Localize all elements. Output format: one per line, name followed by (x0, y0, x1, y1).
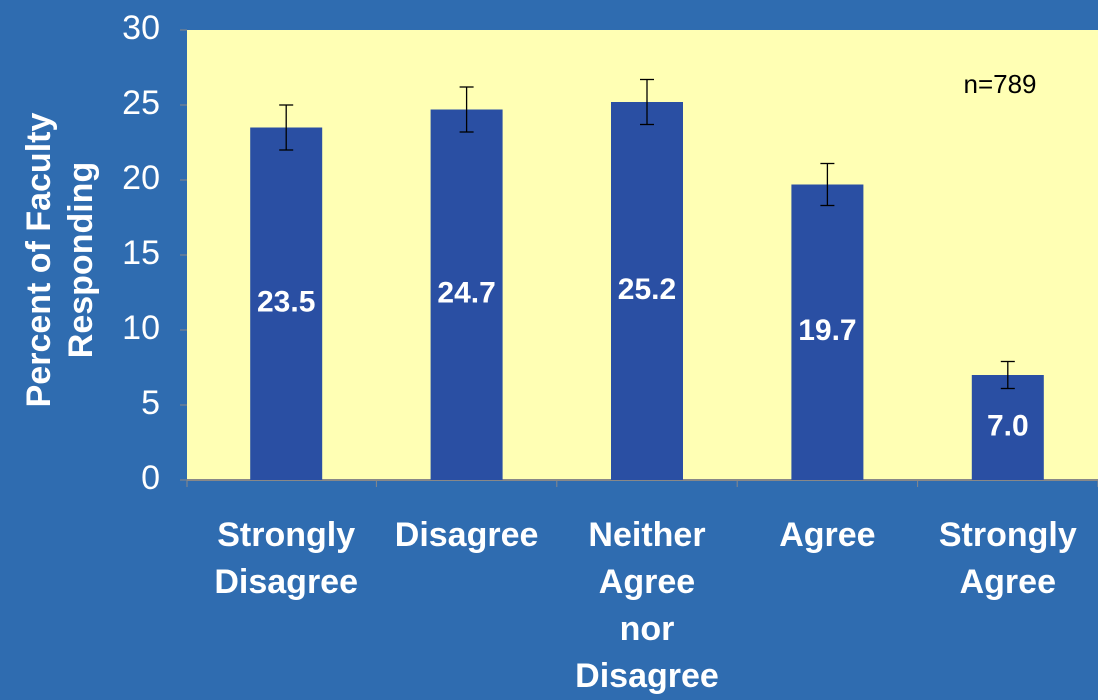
bar (791, 184, 864, 480)
data-label: 25.2 (618, 273, 676, 306)
data-label: 23.5 (257, 286, 315, 319)
y-axis-label: Percent of Faculty Responding (20, 112, 100, 408)
error-bar (459, 86, 474, 133)
y-tick-label: 20 (122, 159, 160, 197)
error-bar (820, 162, 835, 207)
x-tick-label: Neither Agree nor Disagree (575, 516, 719, 695)
x-tick-label: Agree (779, 516, 876, 554)
bar (250, 127, 323, 480)
bar (611, 102, 683, 480)
bar (971, 375, 1044, 480)
error-bar (1000, 360, 1015, 390)
x-tick-label: Strongly Disagree (214, 516, 359, 601)
y-tick-label: 30 (122, 9, 160, 47)
y-label-box: Percent of Faculty Responding (20, 112, 100, 408)
y-tick-label: 25 (122, 84, 160, 122)
error-bar (640, 78, 654, 126)
y-tick-label: 5 (141, 384, 160, 422)
y-tick-label: 0 (141, 459, 160, 497)
y-tick-label: 10 (122, 309, 160, 347)
bar (430, 109, 503, 480)
x-tick-label: Strongly Agree (938, 516, 1077, 601)
annotation: n=789 (963, 69, 1036, 99)
y-tick-label: 15 (122, 234, 160, 272)
data-label: 7.0 (987, 409, 1029, 442)
data-label: 19.7 (798, 314, 856, 347)
error-bar (279, 104, 294, 151)
data-label: 24.7 (437, 277, 495, 310)
x-tick-label: Disagree (394, 516, 539, 554)
